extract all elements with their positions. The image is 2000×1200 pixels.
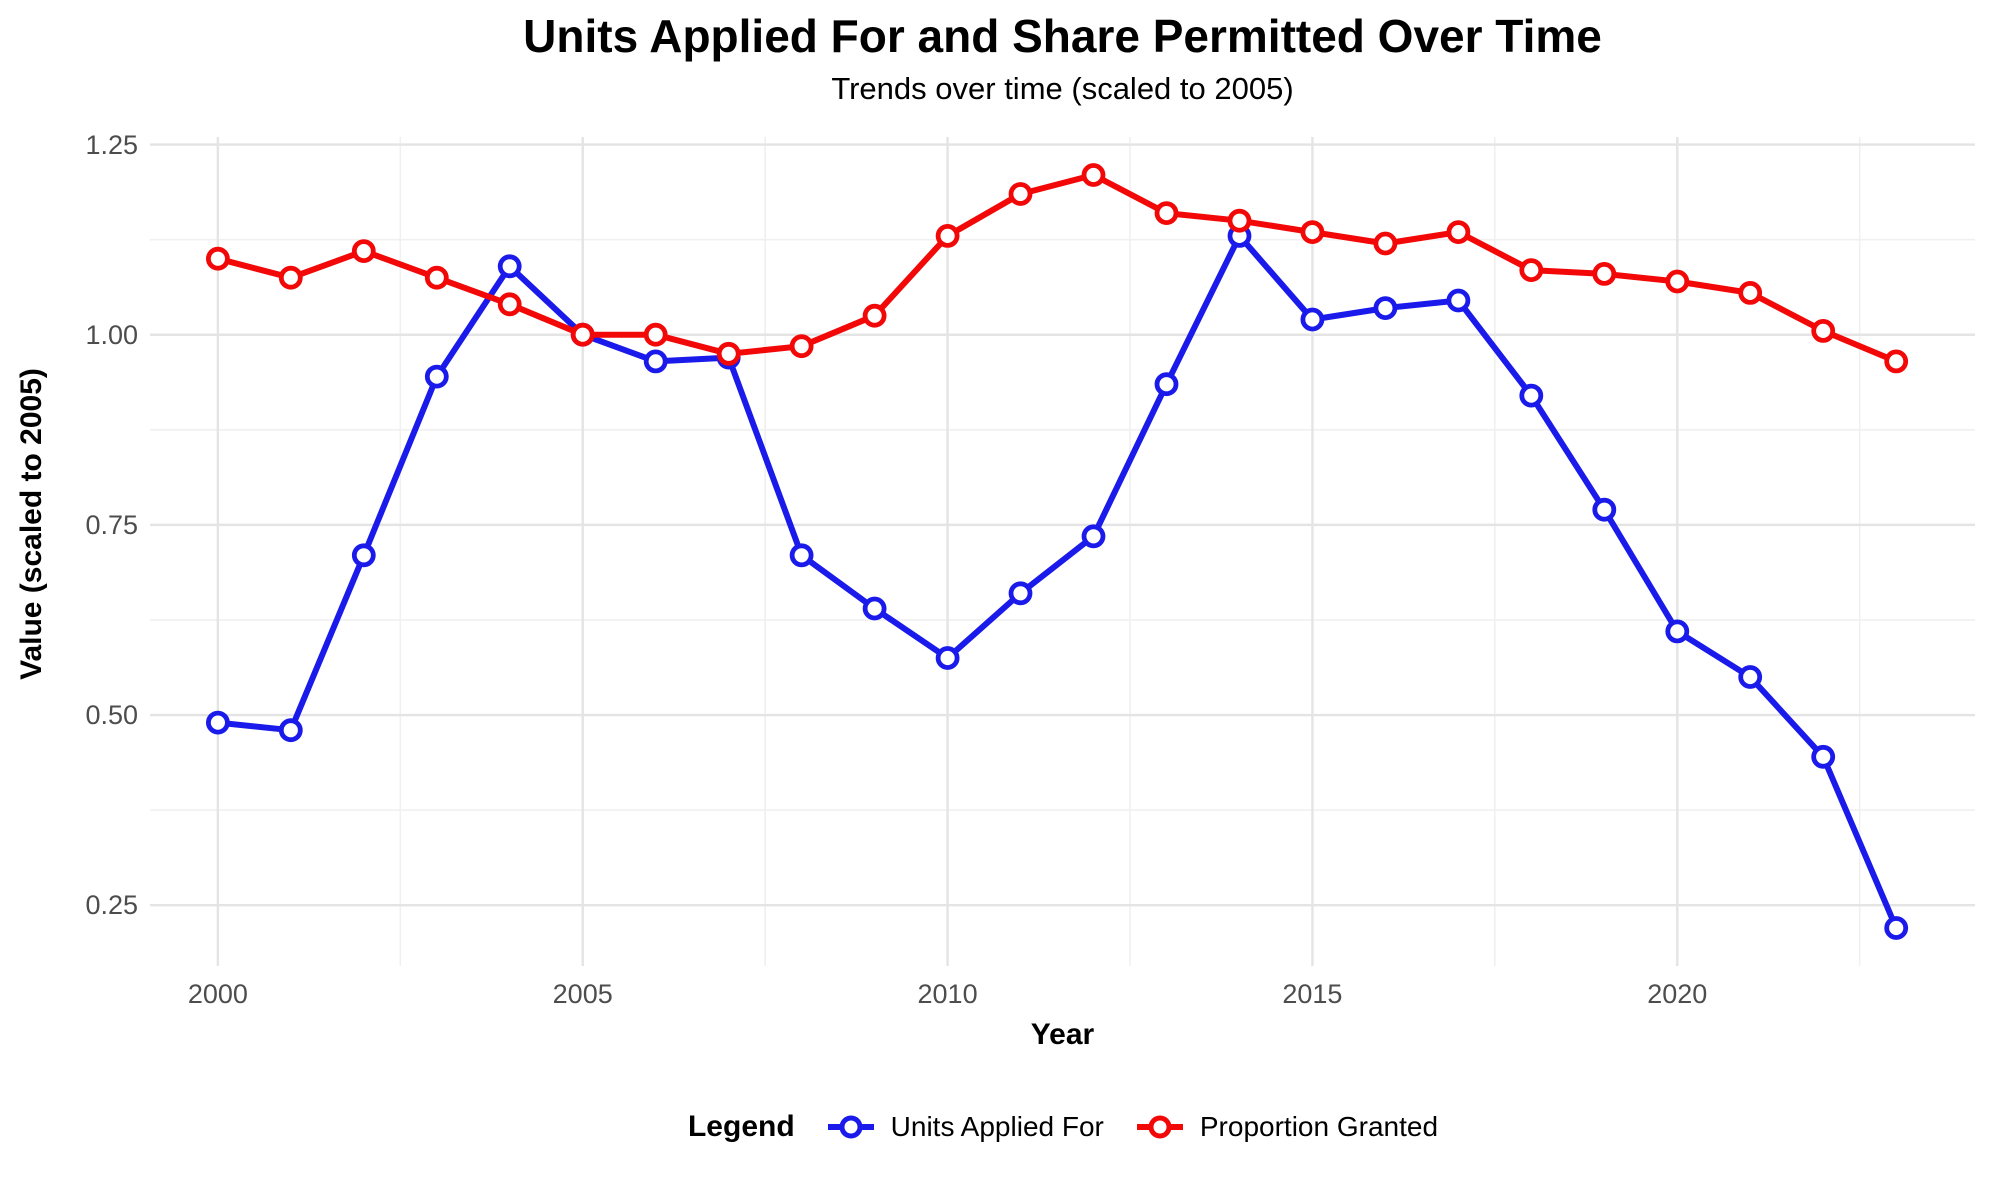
data-point-proportion-granted <box>862 303 887 328</box>
data-point-proportion-granted <box>205 246 230 271</box>
data-point-proportion-granted <box>1665 269 1690 294</box>
data-point-proportion-granted <box>351 239 376 264</box>
data-point-units-applied-for <box>278 718 303 743</box>
data-point-units-applied-for <box>1665 619 1690 644</box>
data-point-proportion-granted <box>570 322 595 347</box>
legend-item-units-applied-for: Units Applied For <box>825 1111 1104 1143</box>
series-line-units-applied-for <box>214 232 1900 931</box>
data-point-units-applied-for <box>205 710 230 735</box>
data-point-units-applied-for <box>497 254 522 279</box>
data-point-units-applied-for <box>1811 744 1836 769</box>
x-tick-label: 2015 <box>1282 979 1343 1009</box>
data-point-units-applied-for <box>1446 288 1471 313</box>
legend-key-marker <box>839 1115 863 1139</box>
data-point-proportion-granted <box>716 341 741 366</box>
legend-item-label: Proportion Granted <box>1199 1111 1439 1142</box>
data-point-units-applied-for <box>351 543 376 568</box>
y-tick-label: 1.00 <box>85 319 138 350</box>
y-tick-label: 1.25 <box>85 129 138 160</box>
legend: Legend Units Applied For Proportion Gran… <box>63 1110 2000 1144</box>
x-tick-label: 2020 <box>1647 979 1708 1009</box>
legend-title: Legend <box>687 1110 795 1143</box>
data-point-units-applied-for <box>1081 524 1106 549</box>
data-point-proportion-granted <box>1373 231 1398 256</box>
data-point-proportion-granted <box>1811 318 1836 343</box>
series-line-proportion-granted <box>214 172 1900 365</box>
data-point-proportion-granted <box>497 292 522 317</box>
data-point-proportion-granted <box>1592 261 1617 286</box>
x-tick-label: 2010 <box>917 979 978 1009</box>
data-point-units-applied-for <box>1008 581 1033 606</box>
data-point-proportion-granted <box>789 334 814 359</box>
data-point-units-applied-for <box>643 349 668 374</box>
data-point-units-applied-for <box>862 596 887 621</box>
data-point-units-applied-for <box>1373 296 1398 321</box>
legend-item-label: Units Applied For <box>890 1111 1104 1142</box>
data-point-units-applied-for <box>424 364 449 389</box>
data-point-proportion-granted <box>1519 258 1544 283</box>
data-point-units-applied-for <box>1300 307 1325 332</box>
data-point-proportion-granted <box>1227 208 1252 233</box>
data-point-proportion-granted <box>643 322 668 347</box>
legend-key-marker <box>1148 1115 1172 1139</box>
y-tick-label: 0.50 <box>85 700 138 731</box>
data-point-proportion-granted <box>1446 220 1471 245</box>
chart-subtitle: Trends over time (scaled to 2005) <box>831 71 1294 106</box>
legend-key-blue-line-icon <box>827 1115 874 1139</box>
chart-title: Units Applied For and Share Permitted Ov… <box>523 10 1602 62</box>
data-point-proportion-granted <box>424 265 449 290</box>
y-tick-label: 0.75 <box>85 509 138 540</box>
data-point-proportion-granted <box>1008 182 1033 206</box>
x-axis-title: Year <box>1030 1018 1095 1051</box>
data-point-proportion-granted <box>1300 220 1325 245</box>
data-point-proportion-granted <box>1154 201 1179 226</box>
legend-key-red-line-icon <box>1136 1115 1183 1139</box>
data-point-proportion-granted <box>935 223 960 248</box>
data-point-proportion-granted <box>1738 280 1763 305</box>
x-tick-label: 2000 <box>187 979 248 1009</box>
y-tick-label: 0.25 <box>85 890 138 921</box>
data-point-proportion-granted <box>1884 349 1909 374</box>
x-tick-label: 2005 <box>552 979 613 1009</box>
data-point-units-applied-for <box>1884 916 1909 940</box>
data-point-units-applied-for <box>1154 372 1179 397</box>
data-point-units-applied-for <box>935 646 960 670</box>
data-point-units-applied-for <box>1592 497 1617 522</box>
data-point-units-applied-for <box>1738 665 1763 689</box>
data-point-units-applied-for <box>789 543 814 568</box>
data-point-units-applied-for <box>1519 383 1544 408</box>
legend-item-proportion-granted: Proportion Granted <box>1134 1111 1438 1143</box>
data-point-proportion-granted <box>278 265 303 290</box>
data-point-proportion-granted <box>1081 163 1106 187</box>
